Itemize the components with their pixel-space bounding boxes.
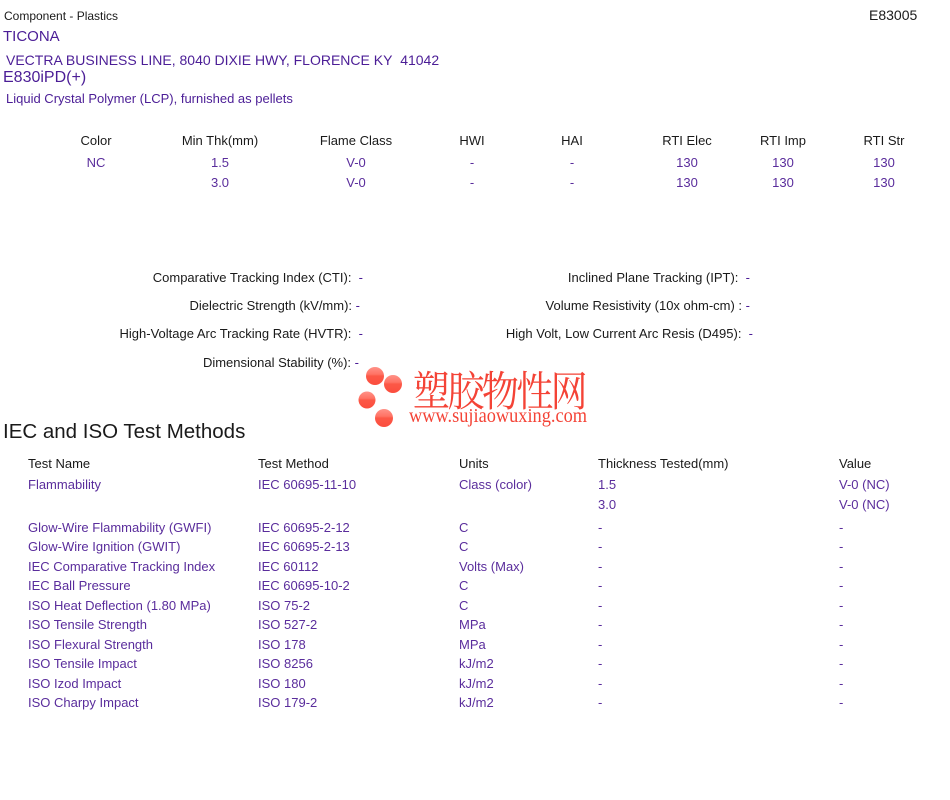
svg-text:塑胶物性网: 塑胶物性网	[413, 359, 586, 419]
svg-text:www.sujiaowuxing.com: www.sujiaowuxing.com	[409, 406, 587, 427]
